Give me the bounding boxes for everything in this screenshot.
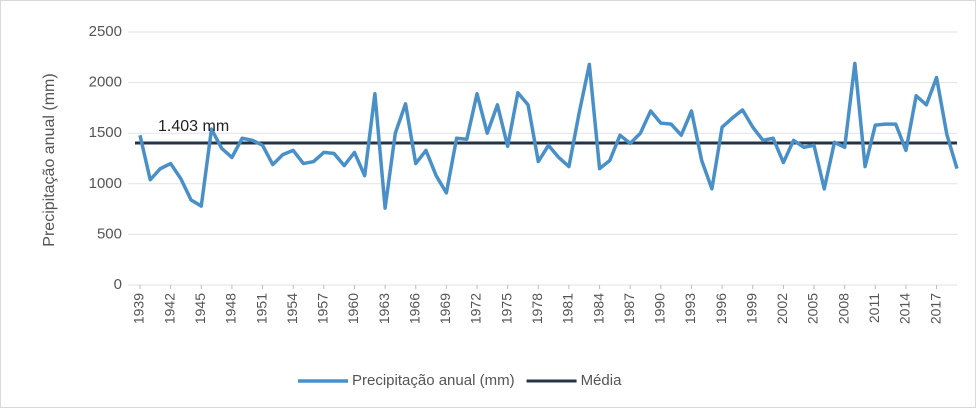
x-tick-label: 2005: [805, 293, 821, 324]
x-tick-label: 1978: [529, 293, 545, 324]
x-tick-label: 1999: [743, 293, 759, 324]
y-tick-label: 0: [114, 276, 122, 293]
x-tick-label: 1966: [406, 293, 422, 324]
x-tick-label: 1972: [468, 293, 484, 324]
y-tick-label: 500: [97, 225, 122, 242]
x-tick-label: 2008: [835, 293, 851, 324]
x-tick-label: 1993: [682, 293, 698, 324]
data-line: [138, 61, 959, 210]
x-tick-label: 1963: [376, 293, 392, 324]
y-tick-label: 2500: [89, 23, 122, 40]
legend-label: Média: [581, 372, 623, 389]
x-tick-label: 1975: [498, 293, 514, 324]
x-tick-label: 1960: [345, 293, 361, 324]
y-tick-label: 2000: [89, 74, 122, 91]
y-tick-label: 1000: [89, 175, 122, 192]
y-tick-label: 1500: [89, 124, 122, 141]
x-tick-label: 1948: [223, 293, 239, 324]
x-tick-label: 1981: [560, 293, 576, 324]
x-tick-label: 1996: [713, 293, 729, 324]
x-tick-label: 1951: [253, 293, 269, 324]
y-axis-label: Precipitação anual (mm): [41, 73, 58, 246]
x-tick-label: 1939: [131, 293, 147, 324]
x-tick-label: 1984: [590, 293, 606, 324]
x-tick-label: 1957: [315, 293, 331, 324]
x-tick-label: 1990: [652, 293, 668, 324]
x-tick-label: 2014: [897, 293, 913, 324]
mean-annotation: 1.403 mm: [158, 118, 229, 135]
x-tick-label: 2017: [927, 293, 943, 324]
x-tick-label: 1969: [437, 293, 453, 324]
x-tick-label: 2011: [866, 293, 882, 323]
x-tick-label: 1954: [284, 293, 300, 324]
x-tick-label: 2002: [774, 293, 790, 324]
x-tick-label: 1942: [161, 293, 177, 324]
legend-label: Precipitação anual (mm): [352, 372, 515, 389]
x-tick-label: 1987: [621, 293, 637, 324]
x-tick-label: 1945: [192, 293, 208, 324]
